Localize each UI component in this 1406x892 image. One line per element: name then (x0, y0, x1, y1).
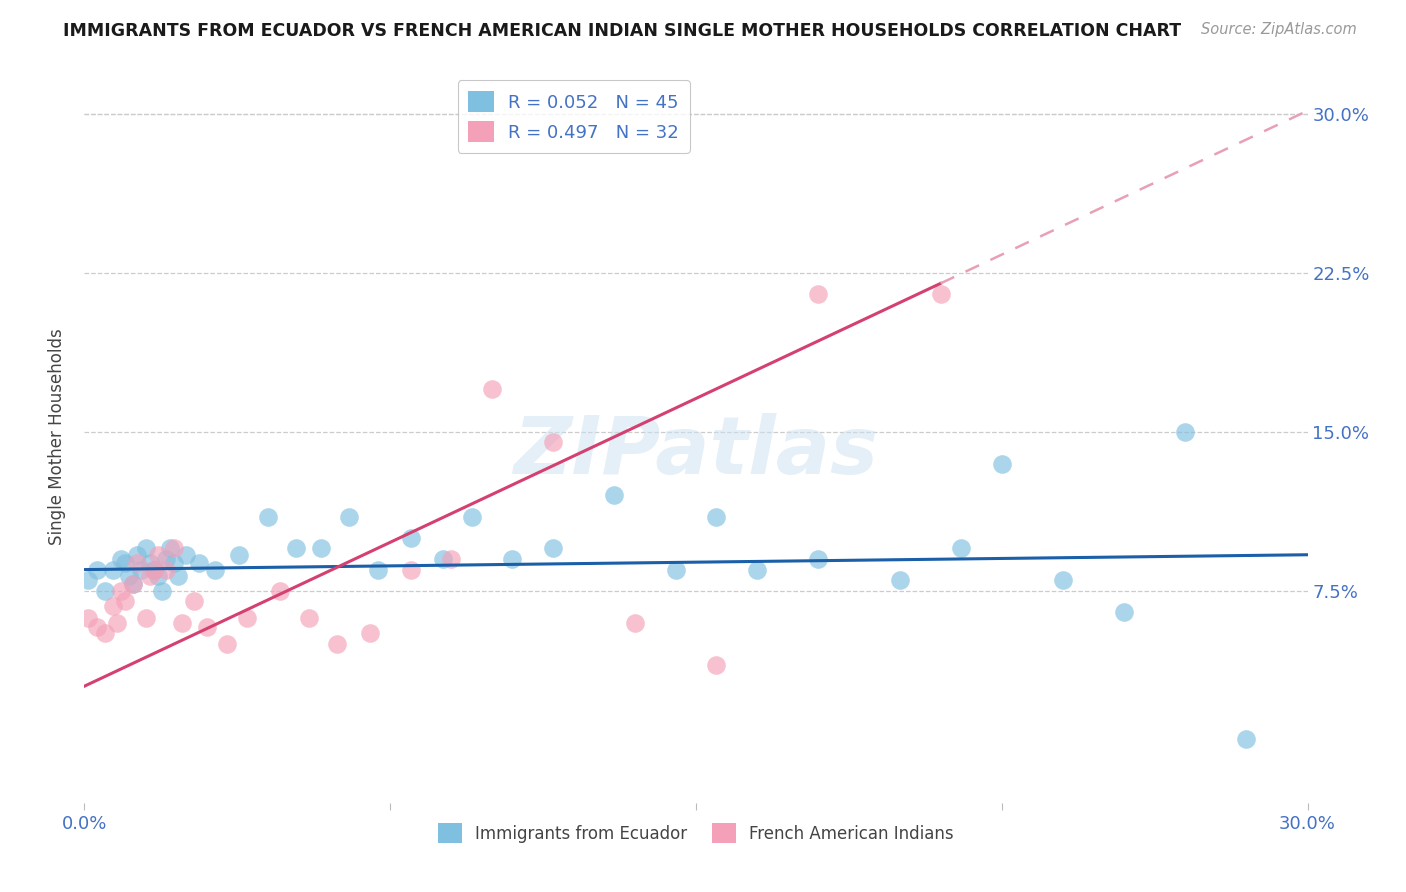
Point (217, 637, 239, 651)
Point (183, 594, 205, 608)
Point (950, 541, 973, 556)
Text: ZIPatlas: ZIPatlas (513, 413, 879, 491)
Point (135, 541, 157, 556)
Y-axis label: Single Mother Households: Single Mother Households (48, 329, 66, 545)
Point (146, 548, 169, 562)
Point (172, 615, 194, 630)
Point (285, 541, 308, 556)
Point (1052, 573, 1074, 587)
Point (110, 552, 132, 566)
Text: IMMIGRANTS FROM ECUADOR VS FRENCH AMERICAN INDIAN SINGLE MOTHER HOUSEHOLDS CORRE: IMMIGRANTS FROM ECUADOR VS FRENCH AMERIC… (63, 22, 1181, 40)
Point (399, 531, 422, 545)
Point (127, 556, 149, 570)
Point (86, 620, 108, 634)
Point (1114, 605, 1136, 619)
Point (122, 577, 145, 591)
Point (187, 556, 209, 570)
Point (543, 435, 565, 450)
Point (150, 583, 173, 598)
Point (359, 626, 381, 640)
Point (298, 611, 321, 625)
Point (159, 541, 181, 556)
Point (93, 583, 115, 598)
Point (1174, 425, 1197, 439)
Point (101, 563, 124, 577)
Point (204, 563, 226, 577)
Point (163, 541, 186, 556)
Point (889, 573, 911, 587)
Point (138, 556, 160, 570)
Point (131, 563, 153, 577)
Point (461, 509, 484, 524)
Text: Source: ZipAtlas.com: Source: ZipAtlas.com (1201, 22, 1357, 37)
Point (807, 552, 830, 566)
Point (163, 556, 186, 570)
Point (101, 599, 124, 613)
Point (142, 563, 165, 577)
Point (929, 287, 952, 301)
Point (105, 615, 128, 630)
Point (110, 583, 132, 598)
Point (86, 563, 108, 577)
Point (93, 626, 115, 640)
Point (665, 563, 688, 577)
Point (155, 563, 177, 577)
Point (432, 552, 454, 566)
Point (399, 563, 422, 577)
Point (228, 548, 250, 562)
Point (624, 615, 647, 630)
Point (77, 573, 100, 587)
Point (807, 287, 830, 301)
Point (77, 611, 100, 625)
Point (367, 563, 389, 577)
Point (114, 594, 136, 608)
Point (114, 556, 136, 570)
Point (142, 563, 165, 577)
Point (127, 548, 149, 562)
Point (195, 620, 218, 634)
Point (339, 509, 361, 524)
Point (236, 611, 259, 625)
Point (326, 637, 349, 651)
Point (155, 552, 177, 566)
Point (257, 509, 280, 524)
Point (991, 457, 1014, 471)
Point (138, 569, 160, 583)
Point (135, 611, 157, 625)
Point (706, 509, 728, 524)
Point (603, 488, 626, 502)
Point (1236, 732, 1258, 747)
Legend: Immigrants from Ecuador, French American Indians: Immigrants from Ecuador, French American… (432, 817, 960, 849)
Point (269, 583, 291, 598)
Point (481, 383, 503, 397)
Point (118, 569, 141, 583)
Point (502, 552, 524, 566)
Point (174, 548, 197, 562)
Point (167, 569, 190, 583)
Point (706, 658, 728, 673)
Point (747, 563, 769, 577)
Point (440, 552, 463, 566)
Point (146, 569, 169, 583)
Point (122, 577, 145, 591)
Point (309, 541, 332, 556)
Point (543, 541, 565, 556)
